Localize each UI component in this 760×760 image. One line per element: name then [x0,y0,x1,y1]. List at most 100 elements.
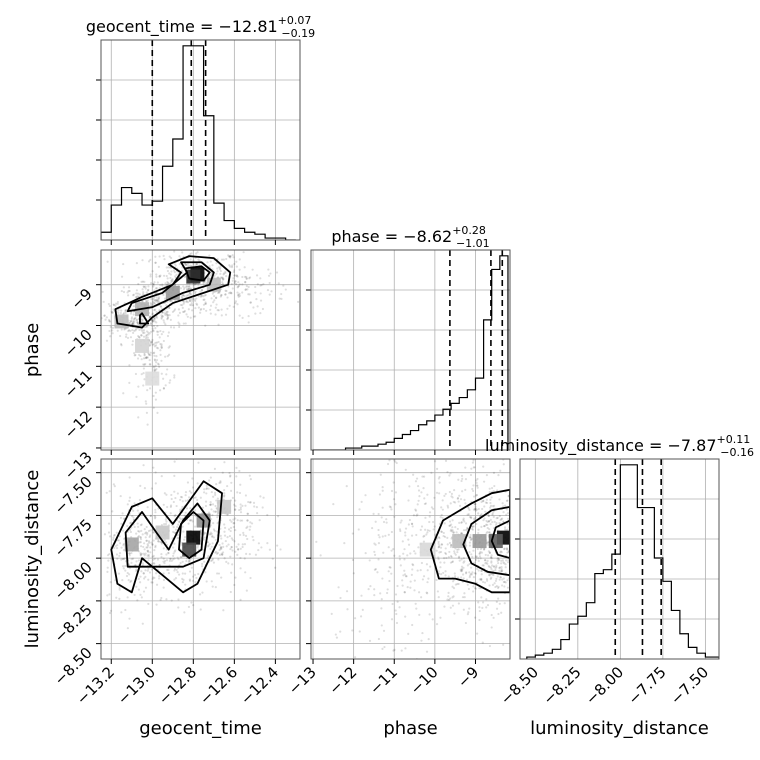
sample-point [223,557,226,560]
sample-point [374,568,377,571]
sample-point [279,548,282,551]
sample-point [435,578,438,582]
sample-point [224,270,227,273]
sample-point [121,578,124,582]
sample-point [221,551,225,554]
sample-point [135,292,138,295]
sample-point [505,499,509,503]
sample-point [224,313,228,316]
sample-point [149,551,152,554]
sample-point [195,262,198,265]
sample-point [149,302,152,305]
sample-point [478,578,481,581]
sample-point [144,552,147,555]
sample-point [449,529,452,532]
sample-point [134,316,137,320]
sample-point [474,555,477,558]
sample-point [463,520,466,523]
sample-point [215,272,218,275]
sample-point [247,293,250,296]
sample-point [220,547,223,550]
sample-point [119,494,122,498]
sample-point [149,343,152,347]
sample-point [179,508,182,511]
sample-point [230,546,233,549]
sample-point [153,317,156,320]
sample-point [221,283,224,286]
sample-point [173,542,176,545]
sample-point [388,565,391,569]
sample-point [439,566,442,569]
sample-point [148,332,151,335]
sample-point [387,533,390,536]
sample-point [209,503,212,506]
sample-point [420,491,423,494]
sample-point [149,353,152,357]
panel-frame-geocent_time [100,39,301,241]
sample-point [229,291,232,294]
sample-point [457,556,461,559]
sample-point [514,526,516,528]
sample-point [238,314,241,317]
sample-point [146,533,149,536]
sample-point [567,574,569,576]
sample-point [233,583,236,587]
sample-point [498,515,501,518]
sample-point [477,601,480,604]
sample-point [471,571,474,574]
sample-point [469,533,472,537]
sample-point [123,557,126,560]
sample-point [148,387,152,390]
sample-point [230,571,233,574]
sample-point [428,515,431,518]
sample-point [243,543,247,546]
sample-point [113,546,116,550]
sample-point [149,514,152,517]
sample-point [157,363,160,366]
title-phase: phase = −8.62+0.28 −1.01 [331,224,489,250]
sample-point [390,572,393,575]
sample-point [494,585,497,589]
sample-point [128,554,131,557]
sample-point [485,561,488,564]
sample-point [248,277,251,280]
sample-point [493,520,496,524]
sample-point [231,254,234,257]
sample-point [526,561,528,563]
sample-point [131,340,134,343]
sample-point [119,311,122,315]
sample-point [460,568,463,571]
sample-point [528,496,530,498]
sample-point [182,578,185,581]
sample-point [449,561,453,564]
sample-point [513,562,515,564]
sample-point [162,503,165,506]
sample-point [117,311,120,315]
sample-point [242,531,245,534]
sample-point [147,555,150,558]
sample-point [426,529,429,532]
sample-point [179,303,182,307]
sample-point [516,534,518,536]
sample-point [141,318,144,321]
sample-point [142,357,146,360]
sample-point [458,559,461,562]
sample-point [208,543,211,546]
sample-point [512,477,514,479]
sample-point [146,299,149,302]
sample-point [489,506,492,509]
sample-point [152,319,155,322]
sample-point [137,525,140,528]
sample-point [501,502,504,505]
sample-point [238,268,241,271]
sample-point [229,255,232,258]
sample-point [154,287,158,290]
sample-point [488,584,491,587]
sample-point [404,531,407,534]
sample-point [453,612,456,615]
sample-point [211,585,214,588]
x-tick-label-geocent_time: −13.0 [114,663,159,708]
sample-point [158,255,161,258]
sample-point [246,288,249,291]
sample-point [127,294,130,297]
